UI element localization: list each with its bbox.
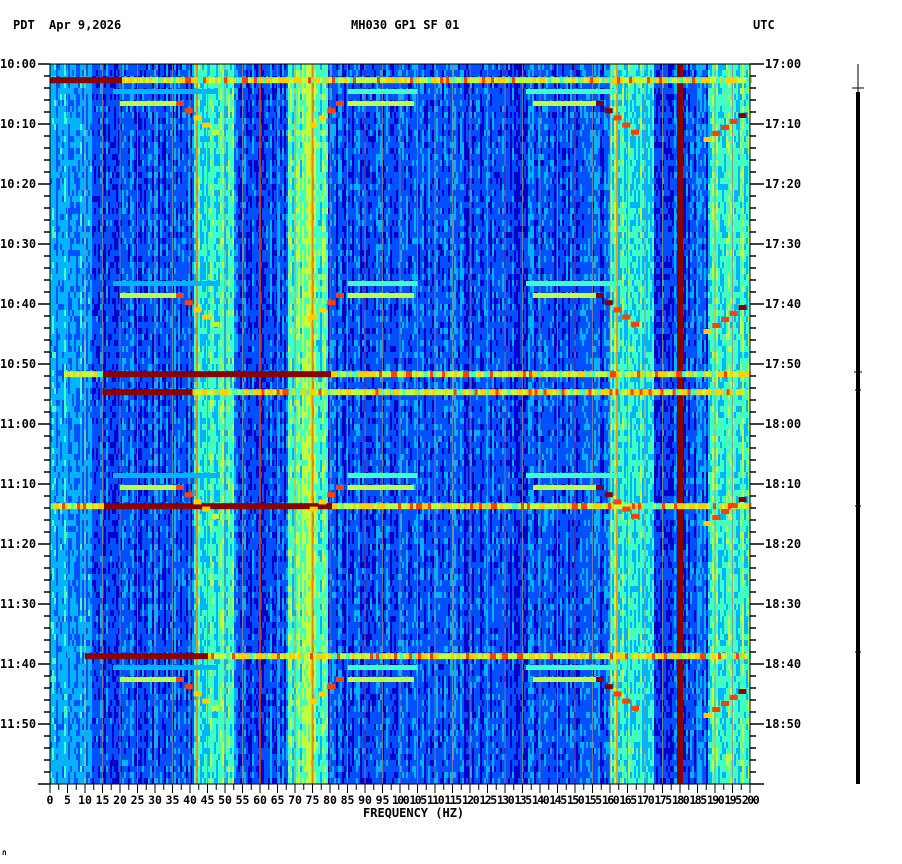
x-tick-label: 200 — [742, 794, 760, 806]
y-tick-right: 17:00 — [765, 58, 801, 70]
timezone-left-label: PDT — [13, 18, 35, 32]
x-tick-label: 20 — [113, 794, 127, 806]
y-tick-right: 17:20 — [765, 178, 801, 190]
y-tick-left: 11:00 — [0, 418, 38, 430]
y-tick-left: 10:40 — [0, 298, 38, 310]
x-tick-label: 115 — [444, 794, 462, 806]
y-tick-left: 11:40 — [0, 658, 38, 670]
x-tick-label: 100 — [392, 794, 410, 806]
x-tick-label: 85 — [341, 794, 355, 806]
corner-glyph-icon: ∩ — [2, 848, 7, 857]
x-tick-label: 45 — [201, 794, 215, 806]
x-tick-label: 40 — [183, 794, 197, 806]
y-tick-left: 10:30 — [0, 238, 38, 250]
x-tick-label: 0 — [47, 794, 54, 806]
x-tick-label: 90 — [358, 794, 372, 806]
x-tick-label: 110 — [427, 794, 445, 806]
y-tick-right: 18:10 — [765, 478, 801, 490]
x-tick-label: 180 — [672, 794, 690, 806]
x-tick-label: 145 — [549, 794, 567, 806]
x-tick-label: 35 — [166, 794, 180, 806]
x-tick-label: 190 — [707, 794, 725, 806]
y-tick-left: 10:10 — [0, 118, 38, 130]
y-tick-right: 18:50 — [765, 718, 801, 730]
x-tick-label: 130 — [497, 794, 515, 806]
x-tick-label: 150 — [567, 794, 585, 806]
x-tick-label: 55 — [236, 794, 250, 806]
y-tick-left: 10:50 — [0, 358, 38, 370]
y-tick-left: 11:10 — [0, 478, 38, 490]
x-tick-label: 60 — [253, 794, 267, 806]
y-tick-right: 18:00 — [765, 418, 801, 430]
x-tick-label: 120 — [462, 794, 480, 806]
y-tick-left: 11:30 — [0, 598, 38, 610]
x-tick-label: 135 — [514, 794, 532, 806]
y-tick-right: 17:50 — [765, 358, 801, 370]
x-tick-label: 75 — [306, 794, 320, 806]
y-tick-left: 10:00 — [0, 58, 38, 70]
x-tick-label: 30 — [148, 794, 162, 806]
x-tick-label: 140 — [532, 794, 550, 806]
y-tick-right: 18:20 — [765, 538, 801, 550]
x-tick-label: 105 — [409, 794, 427, 806]
x-tick-label: 80 — [323, 794, 337, 806]
y-tick-right: 17:10 — [765, 118, 801, 130]
station-title: MH030 GP1 SF 01 — [351, 18, 459, 32]
x-tick-label: 5 — [64, 794, 71, 806]
y-tick-right: 18:30 — [765, 598, 801, 610]
date-label: Apr 9,2026 — [49, 18, 121, 32]
x-tick-label: 185 — [689, 794, 707, 806]
y-tick-right: 17:40 — [765, 298, 801, 310]
timezone-right-label: UTC — [753, 18, 775, 32]
x-tick-label: 155 — [584, 794, 602, 806]
x-tick-label: 15 — [96, 794, 110, 806]
x-tick-label: 160 — [602, 794, 620, 806]
x-tick-label: 195 — [724, 794, 742, 806]
x-tick-label: 125 — [479, 794, 497, 806]
y-tick-left: 11:20 — [0, 538, 38, 550]
x-tick-label: 50 — [218, 794, 232, 806]
y-tick-right: 18:40 — [765, 658, 801, 670]
y-tick-right: 17:30 — [765, 238, 801, 250]
x-tick-label: 10 — [78, 794, 92, 806]
y-tick-left: 11:50 — [0, 718, 38, 730]
x-tick-label: 25 — [131, 794, 145, 806]
x-axis-title: FREQUENCY (HZ) — [363, 806, 464, 820]
y-tick-left: 10:20 — [0, 178, 38, 190]
x-tick-label: 170 — [637, 794, 655, 806]
x-tick-label: 70 — [288, 794, 302, 806]
x-tick-label: 165 — [619, 794, 637, 806]
x-tick-label: 95 — [376, 794, 390, 806]
x-tick-label: 65 — [271, 794, 285, 806]
x-tick-label: 175 — [654, 794, 672, 806]
